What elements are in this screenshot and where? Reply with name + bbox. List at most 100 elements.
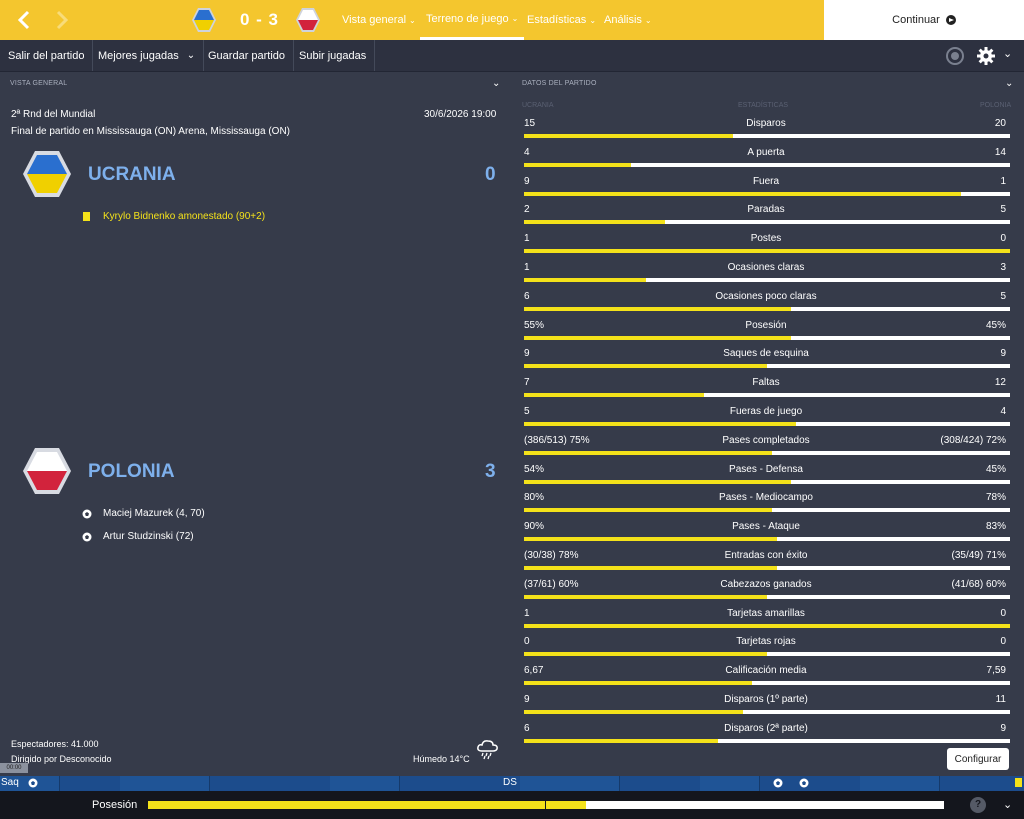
stat-label: Cabezazos ganados — [720, 578, 812, 590]
stat-bar — [524, 134, 1010, 138]
stat-away-value: 5 — [1000, 290, 1006, 302]
stat-home-value: 6 — [524, 722, 530, 734]
stat-bar — [524, 450, 1010, 455]
stat-bar-fill — [524, 278, 646, 282]
chevron-down-icon[interactable]: ⌄ — [1003, 799, 1013, 811]
timeline-label: DS — [503, 777, 517, 788]
home-event: Kyrylo Bidnenko amonestado (90+2) — [83, 211, 265, 222]
ukraine-flag-icon — [192, 8, 216, 32]
stat-bar-fill — [524, 134, 733, 138]
stat-row: Postes 1 0 — [522, 231, 1010, 259]
stat-home-value: 54% — [524, 463, 545, 475]
match-timeline[interactable]: Saq DS — [0, 776, 1024, 791]
stat-row: A puerta 4 14 — [522, 145, 1010, 173]
tab-analisis[interactable]: Análisis ⌄ — [604, 14, 652, 26]
stat-label: Fueras de juego — [729, 406, 803, 417]
stat-away-value: 3 — [1000, 262, 1006, 273]
stat-home-value: 5 — [524, 406, 530, 417]
save-match-button[interactable]: Guardar partido — [200, 40, 295, 71]
stat-home-value: (30/38) 78% — [524, 550, 579, 561]
stat-away-value: 1 — [1000, 175, 1006, 187]
away-event: Artur Studzinski (72) — [82, 531, 194, 542]
chevron-down-icon: ⌄ — [511, 14, 519, 23]
possession-fill — [148, 801, 586, 809]
stat-bar — [524, 594, 1010, 599]
ball-icon[interactable] — [28, 778, 38, 788]
tab-estadisticas[interactable]: Estadísticas ⌄ — [527, 14, 597, 26]
stat-away-value: 0 — [1000, 233, 1006, 245]
stat-row: Ocasiones claras 1 3 — [522, 260, 1010, 288]
venue-label: Final de partido en Mississauga (ON) Are… — [11, 126, 290, 137]
stat-away-value: 4 — [1000, 406, 1006, 417]
help-icon[interactable]: ? — [970, 797, 986, 813]
stat-home-value: 2 — [524, 204, 530, 216]
forward-arrow-icon[interactable] — [48, 6, 76, 34]
stat-bar-fill — [524, 191, 962, 196]
stat-away-value: 0 — [1000, 636, 1006, 648]
stat-bar — [524, 393, 1010, 398]
stat-bar-fill — [524, 508, 772, 513]
stat-away-value: 20 — [994, 118, 1006, 129]
exit-match-button[interactable]: Salir del partido — [0, 40, 94, 71]
stat-row: Saques de esquina 9 9 — [522, 346, 1010, 374]
gear-icon[interactable] — [976, 46, 996, 66]
tab-terreno-de-juego[interactable]: Terreno de juego ⌄ — [420, 0, 525, 40]
stat-home-value: (37/61) 60% — [524, 578, 579, 590]
stat-bar-fill — [524, 738, 719, 743]
away-team-name[interactable]: POLONIA — [88, 461, 175, 482]
stat-label: Tarjetas rojas — [736, 636, 796, 648]
upload-highlights-button[interactable]: Subir jugadas — [291, 40, 376, 71]
tab-vista-general[interactable]: Vista general ⌄ — [342, 14, 416, 26]
stat-bar-fill — [524, 393, 704, 398]
stat-away-value: 9 — [1000, 722, 1006, 734]
stat-bar-fill — [524, 249, 1010, 254]
stat-home-value: 55% — [524, 319, 545, 331]
record-icon[interactable] — [946, 47, 964, 65]
stat-row: Fuera 9 1 — [522, 174, 1010, 202]
stat-away-value: 78% — [985, 492, 1006, 504]
ball-icon[interactable] — [799, 778, 809, 788]
stat-label: Ocasiones poco claras — [715, 290, 817, 302]
stat-away-value: (308/424) 72% — [940, 434, 1006, 446]
match-datetime: 30/6/2026 19:00 — [424, 109, 497, 120]
stat-away-value: 14 — [994, 146, 1006, 158]
configure-button[interactable]: Configurar — [947, 748, 1009, 770]
stat-bar — [524, 710, 1010, 714]
stat-home-value: 9 — [524, 348, 530, 360]
stats-col-away: POLONIA — [980, 102, 1012, 109]
yellow-card-icon[interactable] — [1015, 778, 1022, 787]
ball-icon[interactable] — [773, 778, 783, 788]
stat-home-value: 90% — [524, 521, 545, 533]
chevron-down-icon[interactable]: ⌄ — [1005, 78, 1014, 89]
stat-row: Disparos (2ª parte) 6 9 — [522, 721, 1010, 749]
stat-home-value: 1 — [524, 233, 530, 245]
poland-flag-icon — [296, 8, 320, 32]
stat-home-value: 1 — [524, 607, 530, 619]
home-team-name[interactable]: UCRANIA — [88, 164, 176, 185]
chevron-down-icon[interactable]: ⌄ — [1003, 48, 1013, 60]
stat-away-value: 83% — [985, 521, 1006, 533]
stat-label: Ocasiones claras — [727, 262, 805, 273]
stat-bar — [524, 681, 1010, 686]
stat-label: Tarjetas amarillas — [727, 607, 805, 619]
stat-row: Pases completados (386/513) 75% (308/424) … — [522, 433, 1010, 461]
stat-away-value: 12 — [994, 377, 1006, 389]
stat-bar — [524, 162, 1010, 167]
away-event: Maciej Mazurek (4, 70) — [82, 508, 205, 519]
back-arrow-icon[interactable] — [10, 6, 38, 34]
timeline-segment — [860, 776, 940, 791]
stat-label: Posesión — [745, 319, 787, 331]
stat-bar-fill — [524, 306, 792, 311]
stat-bar — [524, 335, 1010, 340]
stat-label: Pases - Defensa — [729, 463, 803, 475]
chevron-down-icon: ⌄ — [644, 15, 652, 25]
stat-bar-fill — [524, 681, 753, 686]
stat-bar — [524, 422, 1010, 426]
stat-away-value: 5 — [1000, 204, 1006, 216]
stat-home-value: 1 — [524, 262, 530, 273]
stat-row: Calificación media 6,67 7,59 — [522, 663, 1010, 691]
continue-button[interactable]: Continuar — [824, 0, 1024, 40]
stat-bar-fill — [524, 623, 1010, 628]
highlights-button[interactable]: Mejores jugadas ⌄ — [90, 40, 205, 71]
chevron-down-icon[interactable]: ⌄ — [492, 78, 501, 89]
